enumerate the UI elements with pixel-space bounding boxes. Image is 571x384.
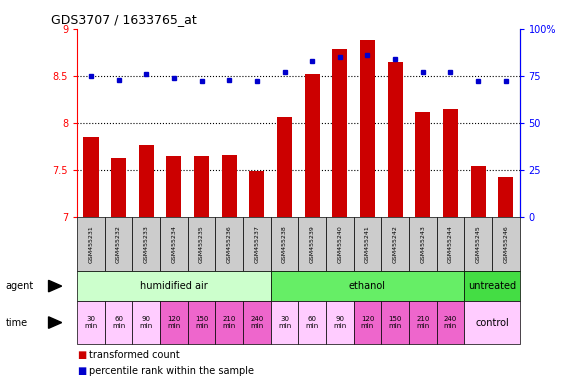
Bar — [277, 117, 292, 217]
Bar — [250, 171, 264, 217]
Bar — [166, 156, 182, 217]
Text: 120
min: 120 min — [361, 316, 374, 329]
Text: 60
min: 60 min — [305, 316, 319, 329]
Text: 210
min: 210 min — [223, 316, 236, 329]
Text: 150
min: 150 min — [388, 316, 402, 329]
Text: 150
min: 150 min — [195, 316, 208, 329]
Text: percentile rank within the sample: percentile rank within the sample — [89, 366, 254, 376]
Text: 240
min: 240 min — [444, 316, 457, 329]
Text: GSM455243: GSM455243 — [420, 225, 425, 263]
Text: agent: agent — [6, 281, 34, 291]
Text: GSM455231: GSM455231 — [89, 225, 94, 263]
Bar — [332, 50, 347, 217]
Text: 30
min: 30 min — [278, 316, 291, 329]
Text: untreated: untreated — [468, 281, 516, 291]
Bar — [415, 112, 431, 217]
Text: control: control — [475, 318, 509, 328]
Text: 240
min: 240 min — [250, 316, 263, 329]
Text: 120
min: 120 min — [167, 316, 180, 329]
Bar — [360, 40, 375, 217]
Text: 30
min: 30 min — [85, 316, 98, 329]
Bar — [471, 166, 486, 217]
Text: GSM455236: GSM455236 — [227, 225, 232, 263]
Bar — [139, 146, 154, 217]
Text: ■: ■ — [77, 366, 86, 376]
Text: GSM455237: GSM455237 — [254, 225, 259, 263]
Bar — [83, 137, 99, 217]
Text: transformed count: transformed count — [89, 350, 179, 360]
Text: GSM455242: GSM455242 — [393, 225, 397, 263]
Text: GSM455239: GSM455239 — [309, 225, 315, 263]
Text: GSM455232: GSM455232 — [116, 225, 121, 263]
Text: 210
min: 210 min — [416, 316, 429, 329]
Bar — [194, 156, 209, 217]
Text: GSM455241: GSM455241 — [365, 225, 370, 263]
Bar — [111, 158, 126, 217]
Text: GSM455235: GSM455235 — [199, 225, 204, 263]
Bar — [222, 155, 237, 217]
Bar — [388, 62, 403, 217]
Text: GSM455246: GSM455246 — [503, 225, 508, 263]
Text: GSM455238: GSM455238 — [282, 225, 287, 263]
Text: humidified air: humidified air — [140, 281, 208, 291]
Text: 90
min: 90 min — [333, 316, 347, 329]
Text: GSM455234: GSM455234 — [171, 225, 176, 263]
Bar — [498, 177, 513, 217]
Bar — [304, 74, 320, 217]
Text: ethanol: ethanol — [349, 281, 386, 291]
Bar — [443, 109, 458, 217]
Text: GSM455245: GSM455245 — [476, 225, 481, 263]
Text: GSM455240: GSM455240 — [337, 225, 343, 263]
Text: GSM455244: GSM455244 — [448, 225, 453, 263]
Text: 90
min: 90 min — [139, 316, 153, 329]
Text: GDS3707 / 1633765_at: GDS3707 / 1633765_at — [51, 13, 197, 26]
Text: GSM455233: GSM455233 — [144, 225, 148, 263]
Text: 60
min: 60 min — [112, 316, 125, 329]
Text: time: time — [6, 318, 28, 328]
Text: ■: ■ — [77, 350, 86, 360]
